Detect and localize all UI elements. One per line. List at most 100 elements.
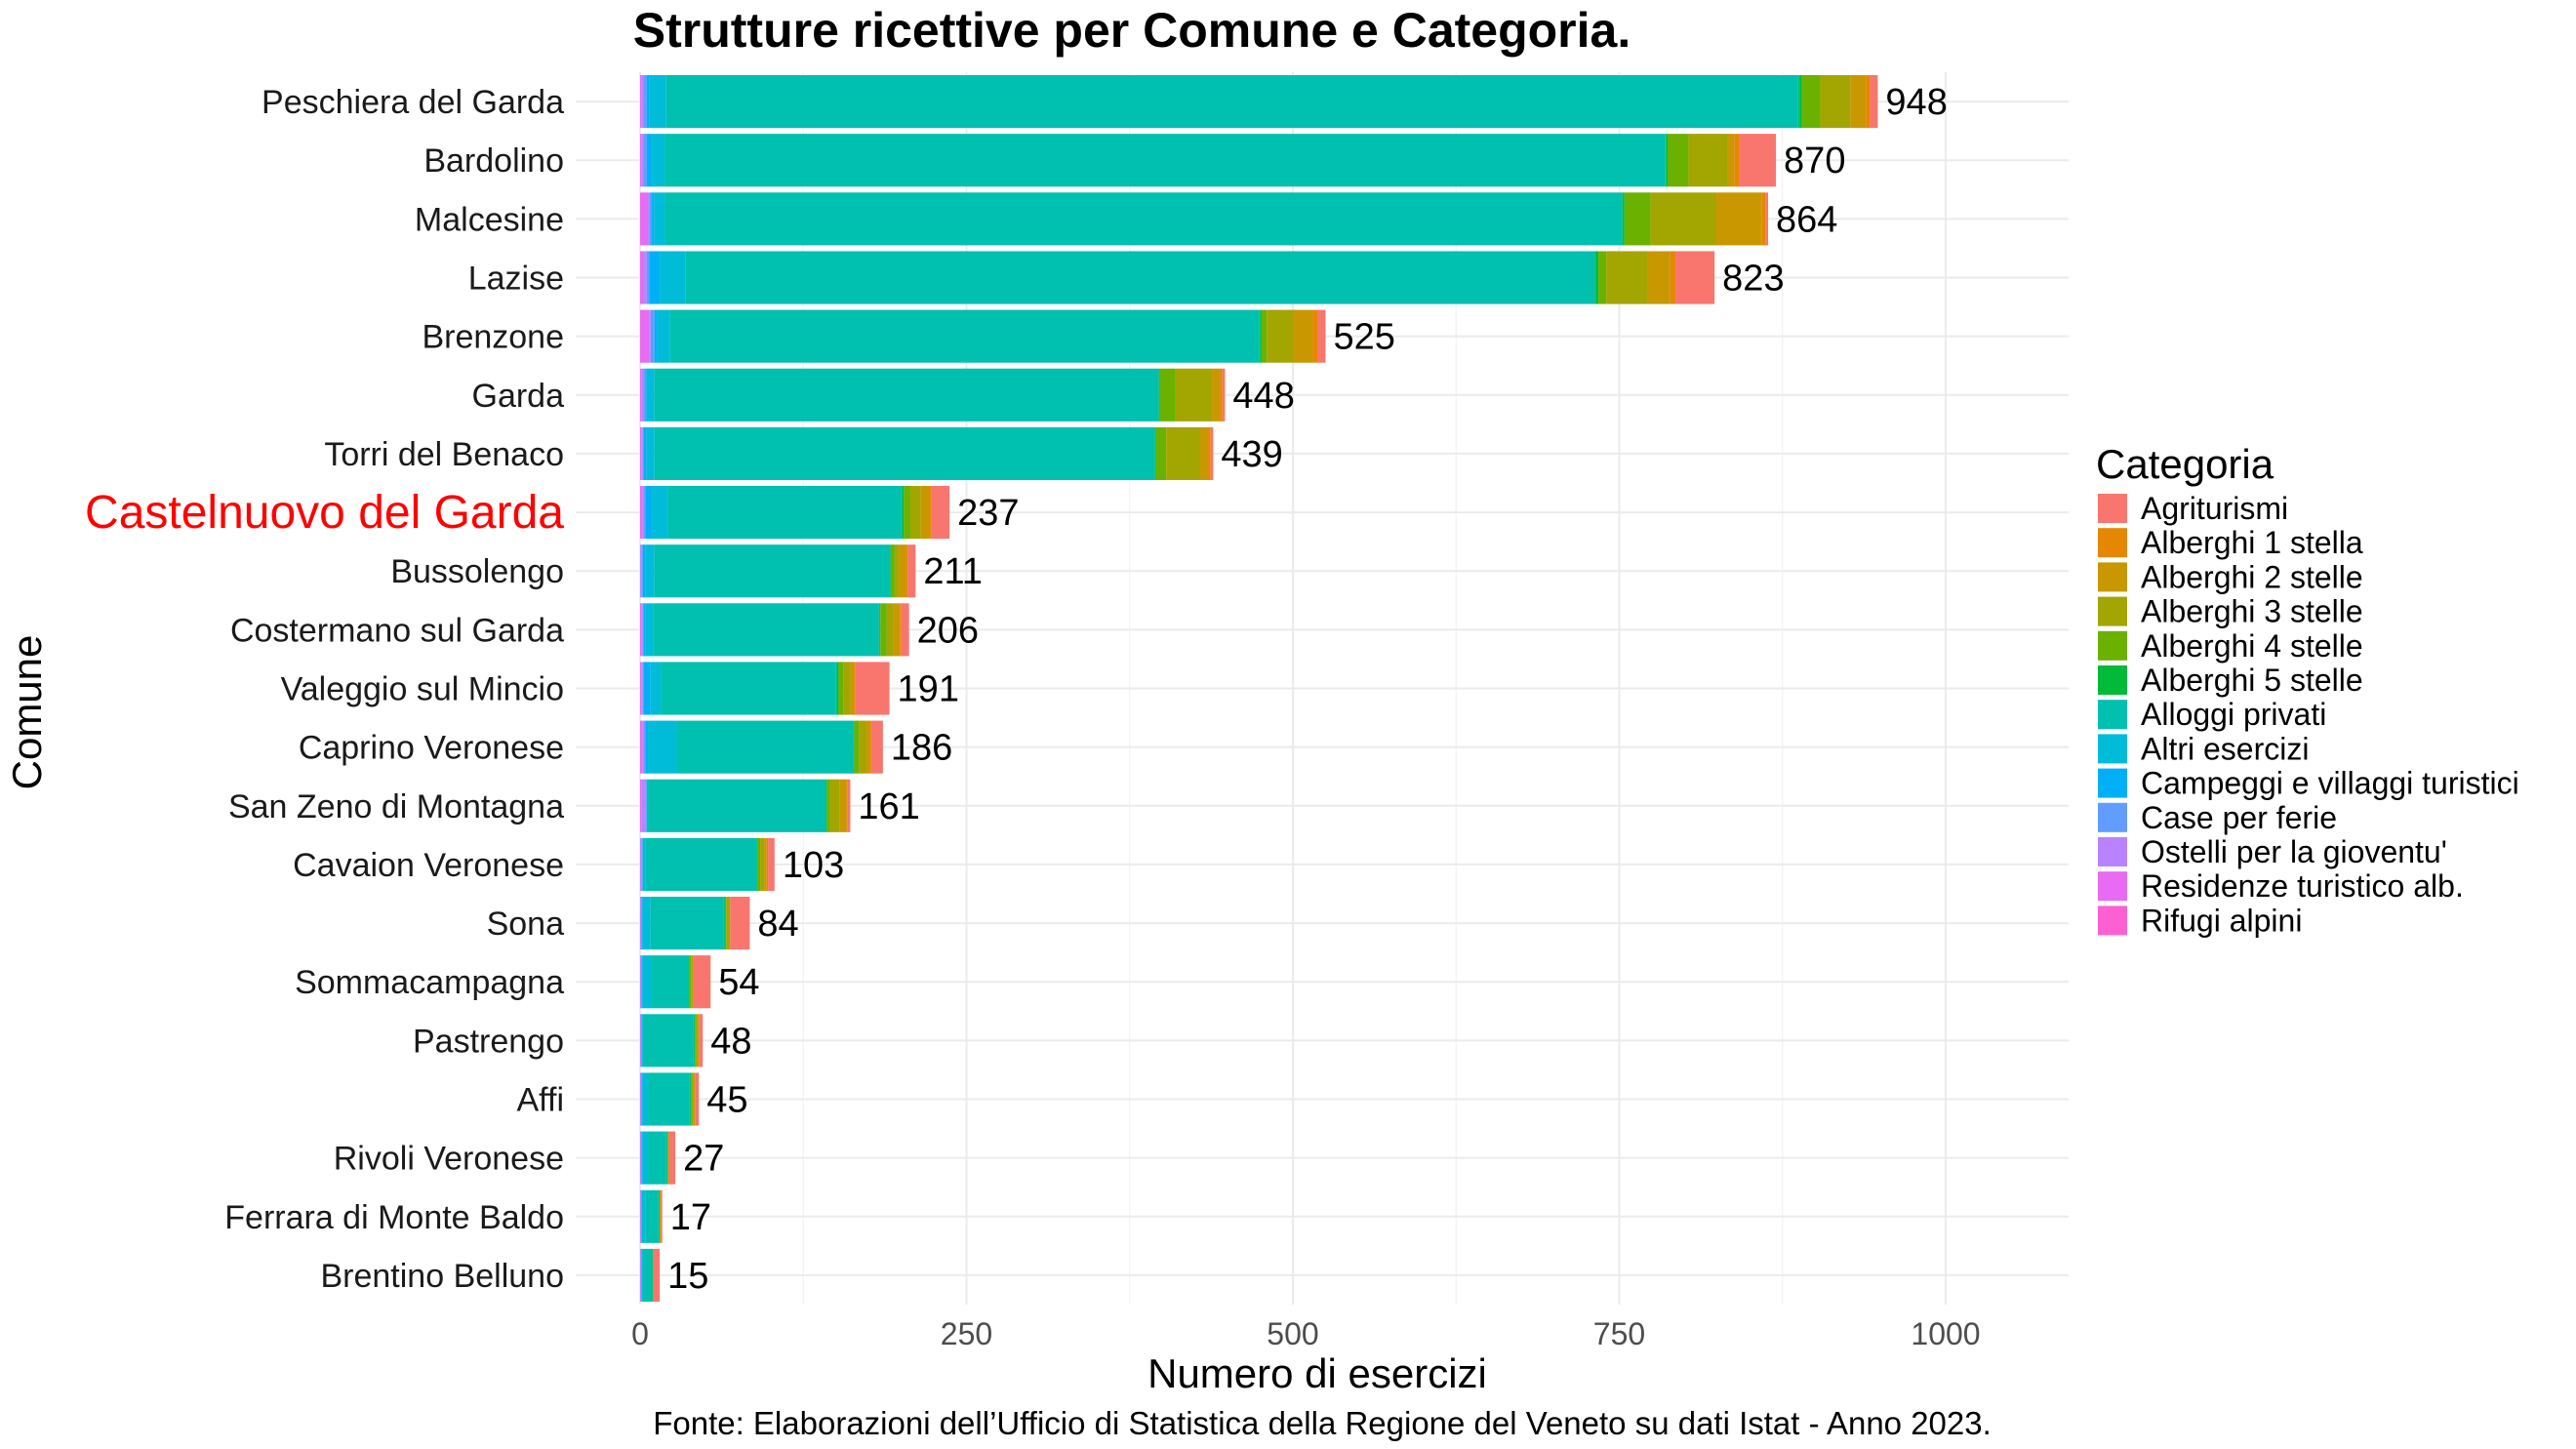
bar-segment xyxy=(644,251,647,304)
bar-segment xyxy=(1647,251,1670,304)
bar-segment xyxy=(641,603,643,657)
bar-segment xyxy=(865,720,870,774)
y-axis-title: Comune xyxy=(4,635,50,790)
bar-segment xyxy=(1727,134,1735,187)
bar-segment xyxy=(652,192,655,246)
bar-segment xyxy=(1715,192,1762,246)
bar-segment xyxy=(640,1131,642,1185)
bar-segment xyxy=(642,486,645,540)
bar-segment xyxy=(1317,309,1326,363)
bar-segment xyxy=(642,897,651,950)
bar-segment xyxy=(642,426,645,480)
x-tick-label: 1000 xyxy=(1911,1316,1980,1351)
bar-total-label: 948 xyxy=(1885,82,1947,123)
bar-segment xyxy=(641,544,643,598)
bar-segment xyxy=(654,426,1155,480)
legend-label: Residenze turistico alb. xyxy=(2141,868,2464,904)
bar-segment xyxy=(645,486,653,540)
bar-total-label: 864 xyxy=(1776,199,1837,240)
bar-segment xyxy=(640,720,643,774)
bar-segment xyxy=(1622,192,1624,246)
legend-key xyxy=(2098,562,2127,592)
bar-segment xyxy=(825,779,827,832)
bar-segment xyxy=(641,955,643,1009)
bar-segment xyxy=(854,662,856,715)
bar-segment xyxy=(652,134,665,187)
legend-title: Categoria xyxy=(2096,441,2274,487)
x-axis-title: Numero di esercizi xyxy=(1147,1350,1487,1396)
bar-segment xyxy=(724,897,727,950)
bar-segment xyxy=(642,955,653,1009)
y-tick-label: Garda xyxy=(472,378,565,415)
legend-key xyxy=(2098,837,2127,866)
y-tick-label: Malcesine xyxy=(415,201,564,238)
bar-segment xyxy=(640,75,642,129)
legend-key xyxy=(2098,630,2127,661)
bar-segment xyxy=(893,603,901,657)
bar-segment xyxy=(642,544,646,598)
bar-segment xyxy=(669,309,1260,363)
bar-segment xyxy=(640,251,645,304)
bar-total-label: 48 xyxy=(710,1021,751,1062)
bar-segment xyxy=(645,720,649,774)
legend-label: Alloggi privati xyxy=(2141,697,2326,732)
bar-segment xyxy=(846,779,848,832)
bar-segment xyxy=(764,837,767,891)
bar-segment xyxy=(906,544,908,598)
bar-segment xyxy=(646,368,655,422)
bar-segment xyxy=(726,897,729,950)
legend-key xyxy=(2098,768,2127,798)
bar-segment xyxy=(691,1072,693,1126)
bar-segment xyxy=(907,544,916,598)
legend-key xyxy=(2098,734,2127,764)
y-tick-label: Lazise xyxy=(468,261,564,298)
bar-segment xyxy=(766,837,769,891)
bar-segment xyxy=(1222,368,1226,422)
bar-segment xyxy=(650,309,655,363)
x-tick-label: 750 xyxy=(1593,1316,1645,1351)
y-tick-label: Bussolengo xyxy=(390,553,564,590)
bar-segment xyxy=(904,486,910,540)
x-tick-label: 250 xyxy=(941,1316,992,1351)
bar-segment xyxy=(837,662,839,715)
bar-segment xyxy=(640,368,642,422)
bar-segment xyxy=(1259,309,1261,363)
bar-segment xyxy=(835,662,838,715)
bar-segment xyxy=(1154,426,1156,480)
bar-segment xyxy=(1650,192,1716,246)
y-tick-label: Castelnuovo del Garda xyxy=(85,487,564,539)
bar-segment xyxy=(839,779,847,832)
bar-segment xyxy=(658,1189,661,1243)
bar-segment xyxy=(667,1131,669,1185)
bar-segment xyxy=(640,1248,642,1302)
bar-segment xyxy=(1765,192,1769,246)
legend-key xyxy=(2098,665,2127,695)
legend-key xyxy=(2098,906,2127,936)
bar-total-label: 161 xyxy=(858,786,919,827)
bar-segment xyxy=(1606,251,1648,304)
bar-segment xyxy=(723,897,725,950)
bar-segment xyxy=(642,1014,645,1067)
bar-segment xyxy=(652,1248,654,1302)
bar-segment xyxy=(695,1014,697,1067)
bar-segment xyxy=(695,1072,700,1126)
bar-segment xyxy=(653,603,879,657)
bar-segment xyxy=(640,192,649,246)
bar-segment xyxy=(1799,75,1802,129)
bar-segment xyxy=(644,603,646,657)
bar-segment xyxy=(1801,75,1821,129)
bar-segment xyxy=(645,603,654,657)
bar-segment xyxy=(878,603,881,657)
bar-total-label: 27 xyxy=(683,1139,724,1180)
y-tick-label: Costermano sul Garda xyxy=(230,612,564,649)
bar-segment xyxy=(688,955,690,1009)
bar-total-label: 15 xyxy=(667,1256,708,1297)
bar-segment xyxy=(689,1072,692,1126)
bar-segment xyxy=(1870,75,1878,129)
bar-segment xyxy=(1739,134,1777,187)
bar-total-label: 823 xyxy=(1722,259,1784,300)
bar-segment xyxy=(853,720,855,774)
y-tick-label: Peschiera del Garda xyxy=(262,84,564,121)
bar-segment xyxy=(648,779,825,832)
bar-segment xyxy=(648,1072,690,1126)
